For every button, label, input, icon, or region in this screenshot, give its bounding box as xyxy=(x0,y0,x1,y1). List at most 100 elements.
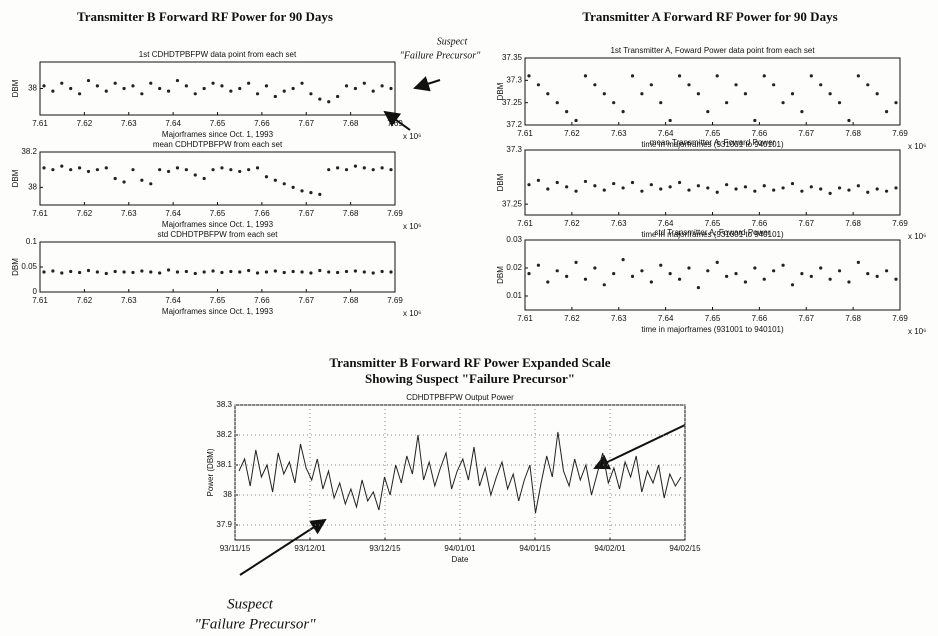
data-point xyxy=(211,168,215,172)
data-point xyxy=(336,270,340,275)
data-point xyxy=(884,110,889,114)
data-point xyxy=(300,189,304,193)
y-tick-label: 0.03 xyxy=(506,235,522,244)
data-point xyxy=(593,184,597,188)
data-point xyxy=(725,101,729,105)
data-point xyxy=(158,168,162,172)
data-point xyxy=(583,74,588,78)
x-tick-label: 7.62 xyxy=(77,119,93,128)
x-tick-label: 7.62 xyxy=(77,209,93,218)
data-point xyxy=(565,274,569,278)
data-point xyxy=(790,92,795,96)
x-tick-label: 7.62 xyxy=(564,314,580,323)
x-tick-label: 93/12/01 xyxy=(294,544,326,553)
data-point xyxy=(175,78,180,83)
data-point xyxy=(220,166,224,170)
data-point xyxy=(380,166,384,170)
data-point xyxy=(800,110,804,114)
data-point xyxy=(327,168,331,172)
data-point xyxy=(866,272,870,276)
data-point xyxy=(743,185,748,189)
data-point xyxy=(264,270,269,274)
data-point xyxy=(86,169,91,174)
data-point xyxy=(762,184,766,188)
data-point xyxy=(282,182,286,186)
y-tick-label: 0.05 xyxy=(21,262,37,271)
data-point xyxy=(696,286,700,290)
x-tick-label: 7.68 xyxy=(343,119,359,128)
data-point xyxy=(668,272,672,276)
data-point xyxy=(247,268,251,273)
x-tick-label: 7.62 xyxy=(77,296,93,305)
data-point xyxy=(69,269,73,274)
y-axis-label: DBM xyxy=(496,173,505,191)
data-point xyxy=(344,168,349,172)
x-tick-label: 7.63 xyxy=(611,314,627,323)
data-point xyxy=(602,188,606,192)
data-point xyxy=(282,270,286,275)
x-tick-label: 94/01/15 xyxy=(519,544,551,553)
data-point xyxy=(95,270,99,274)
data-point xyxy=(772,269,776,273)
x-tick-label: 7.68 xyxy=(845,129,861,138)
data-point xyxy=(734,187,738,191)
data-point xyxy=(238,86,242,91)
data-point xyxy=(184,168,188,172)
data-point xyxy=(546,280,550,284)
data-point xyxy=(371,89,375,93)
x-tick-label: 7.61 xyxy=(32,119,48,128)
data-point xyxy=(42,270,46,274)
data-point xyxy=(309,271,313,275)
x-tick-label: 7.67 xyxy=(798,314,814,323)
data-point xyxy=(193,271,197,276)
x-tick-label: 7.63 xyxy=(121,296,137,305)
x-tick-label: 7.69 xyxy=(892,314,908,323)
x-tick-label: 7.68 xyxy=(845,219,861,228)
group-title: Transmitter B Forward RF Power for 90 Da… xyxy=(77,9,333,24)
data-point xyxy=(884,269,889,273)
data-point xyxy=(255,166,260,170)
data-point xyxy=(229,89,233,93)
data-point xyxy=(353,86,358,91)
x-tick-label: 7.63 xyxy=(611,219,627,228)
y-axis-label: DBM xyxy=(496,82,505,100)
data-point xyxy=(527,272,531,276)
data-point xyxy=(77,166,82,170)
x-tick-label: 93/12/15 xyxy=(369,544,401,553)
data-point xyxy=(677,277,682,281)
data-point xyxy=(344,84,349,88)
data-point xyxy=(202,270,206,274)
data-point xyxy=(131,270,135,275)
x-tick-label: 7.61 xyxy=(517,314,533,323)
data-point xyxy=(781,101,785,105)
data-point xyxy=(790,283,795,287)
data-point xyxy=(336,166,340,170)
y-tick-label: 37.9 xyxy=(216,520,232,529)
y-axis-label: DBM xyxy=(496,266,505,284)
y-tick-label: 37.3 xyxy=(506,145,522,154)
data-point xyxy=(856,184,860,188)
data-point xyxy=(193,173,197,177)
data-point xyxy=(762,277,766,281)
data-line xyxy=(238,431,682,514)
data-point xyxy=(649,280,653,284)
x-axis-label: Majorframes since Oct. 1, 1993 xyxy=(162,220,274,229)
data-point xyxy=(140,269,144,273)
y-tick-label: 38 xyxy=(28,182,37,191)
data-point xyxy=(95,84,99,88)
data-point xyxy=(621,258,625,262)
x-tick-label: 7.61 xyxy=(517,219,533,228)
data-point xyxy=(527,183,531,187)
x-tick-label: 7.66 xyxy=(254,119,270,128)
data-point xyxy=(800,272,804,276)
y-axis-label: DBM xyxy=(11,79,20,97)
data-point xyxy=(291,269,295,274)
data-point xyxy=(166,268,171,272)
data-point xyxy=(380,269,384,274)
x-tick-label: 7.64 xyxy=(658,219,674,228)
data-point xyxy=(612,101,616,105)
data-point xyxy=(149,182,153,186)
data-point xyxy=(753,189,757,193)
x-tick-label: 93/11/15 xyxy=(220,544,251,553)
